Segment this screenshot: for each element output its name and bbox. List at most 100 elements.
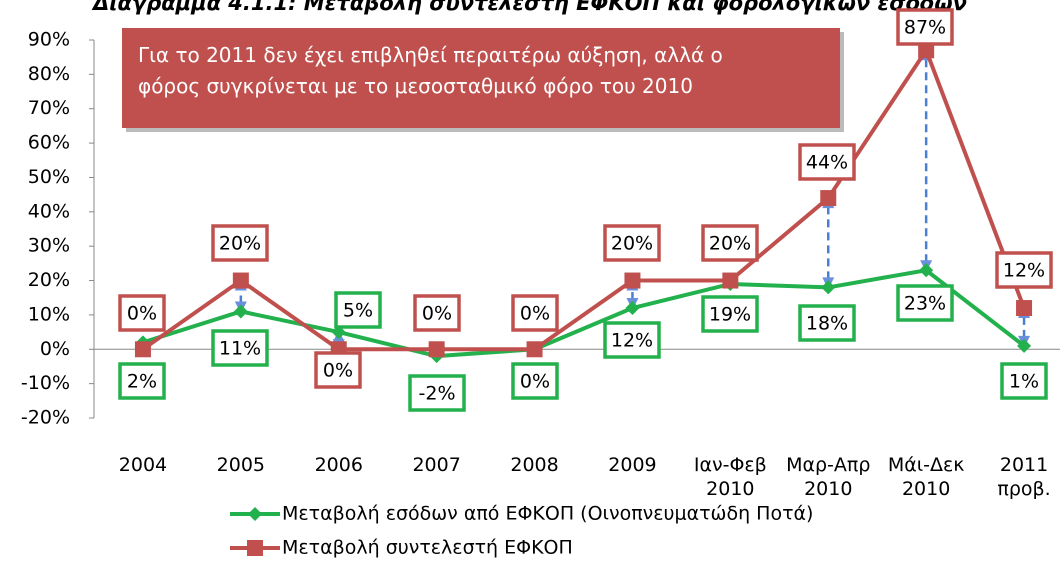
x-tick-label: 2011 προβ. (997, 454, 1050, 500)
y-tick-label: 20% (28, 269, 70, 291)
x-tick-label: 2006 (315, 454, 363, 476)
marker (820, 190, 837, 207)
y-tick-label: 70% (28, 97, 70, 119)
data-label: 0% (520, 371, 550, 393)
data-label-box (603, 321, 661, 359)
y-tick-label: 80% (28, 63, 70, 85)
data-label-box (896, 8, 954, 46)
marker (722, 272, 739, 289)
x-tick-line: 2010 (804, 478, 852, 500)
data-label-box (995, 251, 1053, 289)
y-tick-label: 40% (28, 200, 70, 222)
data-label-box (211, 329, 269, 367)
data-label-box (118, 362, 166, 400)
marker (233, 304, 248, 319)
marker (232, 272, 249, 289)
x-tick-label: Μαρ-Απρ 2010 (786, 454, 870, 500)
x-tick-label: 2009 (608, 454, 656, 476)
data-label-box (511, 294, 559, 332)
data-label-box (896, 284, 954, 322)
marker (919, 263, 934, 278)
data-label: 0% (520, 303, 550, 325)
data-label: 11% (219, 338, 261, 360)
annotation-text: Για το 2011 δεν έχει επιβληθεί περαιτέρω… (138, 43, 723, 67)
y-tick-label: 30% (28, 235, 70, 257)
x-tick-line: 2010 (902, 478, 950, 500)
data-label: 87% (904, 17, 946, 39)
chart-title: Διάγραμμα 4.1.1: Μεταβολή συντελεστή ΕΦΚ… (91, 0, 967, 15)
marker (821, 280, 836, 295)
x-tick-label: Μάι-Δεκ 2010 (888, 454, 965, 500)
x-tick-line: Ιαν-Φεβ (694, 454, 767, 476)
data-label-box (118, 294, 166, 332)
x-tick-line: Μαρ-Απρ (786, 454, 870, 476)
data-label-box (1000, 362, 1048, 400)
marker (526, 341, 543, 358)
y-tick-label: 60% (28, 132, 70, 154)
data-label: 20% (219, 233, 261, 255)
data-label: 20% (611, 233, 653, 255)
marker (1016, 300, 1033, 317)
data-label-box (603, 224, 661, 262)
data-label: 0% (323, 360, 353, 382)
marker (625, 301, 640, 316)
data-label: 5% (343, 300, 373, 322)
data-label: -2% (419, 383, 456, 405)
x-tick-label: 2007 (412, 454, 460, 476)
annotation-text: φόρος συγκρίνεται με το μεσοσταθμικό φόρ… (138, 74, 693, 98)
x-tick-line: 2010 (706, 478, 754, 500)
data-label: 12% (611, 330, 653, 352)
data-label: 0% (422, 303, 452, 325)
y-tick-label: 0% (40, 338, 70, 360)
data-label: 23% (904, 293, 946, 315)
x-tick-label: 2004 (119, 454, 167, 476)
data-label: 20% (709, 233, 751, 255)
series-line (142, 268, 1026, 359)
data-label: 44% (806, 152, 848, 174)
data-label-box (701, 224, 759, 262)
marker (428, 341, 445, 358)
x-tick-line: Μάι-Δεκ (888, 454, 965, 476)
data-label-box (413, 294, 461, 332)
y-tick-label: -20% (21, 407, 70, 429)
legend-marker (248, 507, 262, 521)
legend-marker (247, 540, 263, 556)
data-label-box (314, 351, 362, 389)
legend-label: Μεταβολή εσόδων από ΕΦΚΟΠ (Οινοπνευματώδ… (282, 503, 813, 525)
data-label-box (334, 291, 382, 329)
y-tick-label: 50% (28, 166, 70, 188)
x-tick-label: 2005 (217, 454, 265, 476)
data-label-box (211, 224, 269, 262)
data-label-box (408, 374, 466, 412)
x-tick-line: 2005 (217, 454, 265, 476)
data-label-box (511, 362, 559, 400)
legend-label: Μεταβολή συντελεστή ΕΦΚΟΠ (282, 537, 573, 559)
data-label: 19% (709, 304, 751, 326)
data-label: 18% (806, 313, 848, 335)
marker (624, 272, 641, 289)
data-label: 2% (127, 371, 157, 393)
x-tick-line: 2006 (315, 454, 363, 476)
y-tick-label: 90% (28, 29, 70, 51)
y-tick-label: -10% (21, 372, 70, 394)
marker (134, 341, 151, 358)
x-tick-line: 2007 (412, 454, 460, 476)
series-line (141, 45, 1026, 352)
x-tick-line: 2011 (1000, 454, 1048, 476)
data-label: 12% (1003, 260, 1045, 282)
annotation-box (122, 28, 840, 128)
data-label: 0% (127, 303, 157, 325)
x-tick-line: προβ. (997, 478, 1050, 500)
data-label-box (701, 295, 759, 333)
data-label-box (798, 304, 856, 342)
x-tick-line: 2008 (510, 454, 558, 476)
marker (1017, 338, 1032, 353)
x-tick-line: 2004 (119, 454, 167, 476)
x-tick-label: Ιαν-Φεβ 2010 (694, 454, 767, 500)
data-label-box (798, 143, 856, 181)
data-label: 1% (1009, 371, 1039, 393)
x-tick-line: 2009 (608, 454, 656, 476)
y-tick-label: 10% (28, 303, 70, 325)
x-tick-label: 2008 (510, 454, 558, 476)
